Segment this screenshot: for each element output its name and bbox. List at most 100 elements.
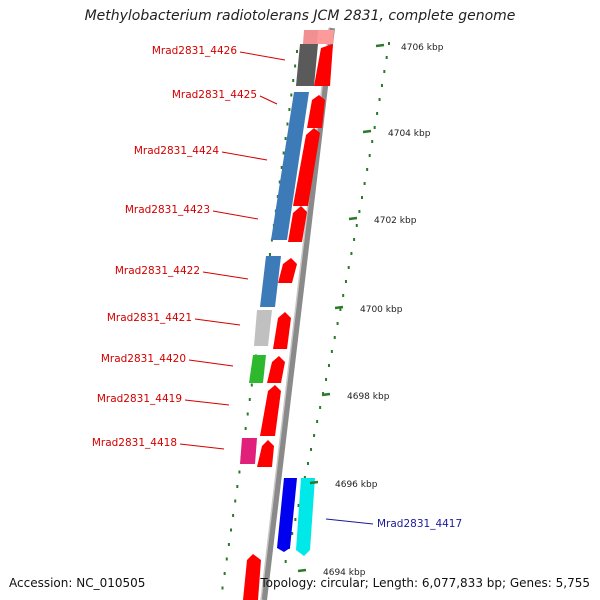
cds-arrow	[273, 312, 291, 349]
scale-tick-label: 4696 kbp	[335, 480, 378, 490]
ring-dot	[280, 166, 283, 169]
ring-dot	[319, 406, 322, 409]
gene-label[interactable]: Mrad2831_4419	[97, 393, 182, 405]
ring-dot	[378, 98, 381, 101]
label-leader-line	[188, 359, 234, 367]
cog-block	[240, 438, 257, 464]
gene-label[interactable]: Mrad2831_4417	[377, 518, 462, 530]
gene-label[interactable]: Mrad2831_4420	[101, 353, 186, 365]
cog-block	[277, 478, 297, 552]
cds-arrow	[267, 356, 285, 383]
ring-dot	[358, 210, 361, 213]
ring-dot	[292, 79, 295, 82]
accession-text: Accession: NC_010505	[9, 576, 145, 590]
ring-dot	[282, 151, 285, 155]
label-leader-line	[325, 518, 374, 525]
major-tick	[348, 216, 358, 221]
major-tick	[321, 392, 331, 397]
scale-tick-label: 4700 kbp	[360, 305, 403, 315]
cog-track	[240, 30, 320, 464]
gene-label[interactable]: Mrad2831_4418	[92, 437, 177, 449]
ring-dot	[388, 42, 390, 45]
ring-dot	[336, 322, 339, 325]
ring-dot	[347, 266, 350, 269]
scale-ticks: 4706 kbp 4704 kbp 4702 kbp 4700 kbp 4698 kbp…	[297, 43, 444, 578]
ring-dot	[310, 448, 313, 451]
gene-label[interactable]: Mrad2831_4421	[107, 312, 192, 324]
cog-block	[303, 30, 320, 44]
label-leader-line	[221, 151, 268, 161]
cog-block	[260, 256, 281, 307]
cog-block	[254, 310, 272, 346]
cog-block	[249, 355, 266, 383]
ring-dot	[294, 64, 297, 68]
ring-dot	[344, 280, 347, 283]
gene-label[interactable]: Mrad2831_4424	[134, 145, 219, 157]
scale-tick-label: 4706 kbp	[401, 43, 444, 53]
ring-dot	[246, 412, 249, 416]
ring-dot	[232, 514, 235, 517]
ring-dot	[327, 364, 330, 367]
ring-dot	[380, 84, 383, 87]
cds-arrow	[296, 478, 315, 556]
ring-dot	[353, 238, 356, 241]
ring-dot	[223, 572, 226, 575]
cds-arrow	[288, 206, 307, 242]
major-tick	[362, 129, 372, 134]
scale-tick-label: 4704 kbp	[388, 129, 431, 139]
ring-dot	[290, 93, 293, 97]
cds-arrow	[314, 44, 333, 86]
ring-dot	[278, 180, 281, 184]
ring-dot	[225, 557, 228, 561]
map-title: Methylobacterium radiotolerans JCM 2831,…	[84, 8, 516, 24]
ring-dot	[339, 308, 342, 311]
major-tick	[297, 568, 307, 573]
cds-arrow	[317, 30, 334, 44]
scale-tick-label: 4702 kbp	[374, 216, 417, 226]
reverse-cds-track	[277, 478, 315, 556]
gene-label[interactable]: Mrad2831_4425	[172, 89, 257, 101]
ring-dot	[250, 383, 253, 387]
cog-block	[296, 44, 318, 86]
gene-label[interactable]: Mrad2831_4426	[152, 45, 237, 57]
ring-dot	[342, 294, 345, 297]
ring-dot	[333, 336, 336, 339]
genome-summary-text: Topology: circular; Length: 6,077,833 bp…	[259, 576, 590, 590]
ring-dot	[244, 427, 247, 430]
ring-dot	[227, 543, 230, 546]
ring-dot	[296, 50, 298, 53]
major-tick	[375, 43, 385, 48]
ring-dot	[294, 518, 297, 521]
cds-arrow	[293, 128, 320, 206]
ring-dot	[221, 586, 224, 590]
ring-dot	[236, 485, 239, 488]
label-leader-line	[202, 271, 249, 280]
ring-dot	[366, 168, 369, 171]
cog-block	[271, 92, 309, 240]
cds-arrow	[307, 95, 325, 128]
ring-dot	[350, 252, 353, 255]
ring-dot	[368, 154, 371, 157]
ring-dot	[303, 476, 306, 479]
scale-tick-label: 4694 kbp	[323, 568, 366, 578]
major-tick	[309, 480, 319, 485]
gene-label[interactable]: Mrad2831_4422	[115, 265, 200, 277]
ring-dot	[383, 70, 386, 73]
ring-dot	[325, 378, 328, 381]
ring-dot	[238, 470, 241, 474]
ring-dot	[313, 434, 316, 437]
gene-label[interactable]: Mrad2831_4423	[125, 204, 210, 216]
ring-dot	[330, 350, 333, 353]
label-leader-line	[239, 51, 286, 61]
ring-dot	[286, 122, 289, 126]
ring-dot	[248, 398, 251, 401]
ring-dot	[363, 182, 366, 185]
ring-dot	[373, 126, 376, 129]
ring-dot	[385, 56, 388, 59]
ring-dot	[284, 137, 287, 140]
label-leader-line	[184, 399, 230, 406]
label-leader-line	[179, 443, 225, 450]
cds-arrow	[257, 440, 274, 467]
ring-dot	[284, 560, 287, 563]
